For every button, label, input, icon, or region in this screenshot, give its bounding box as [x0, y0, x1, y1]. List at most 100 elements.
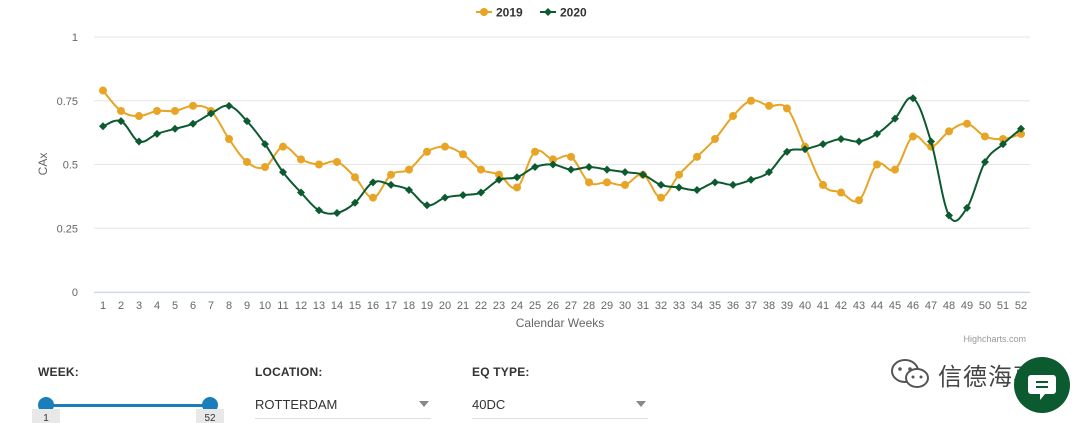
data-point — [693, 186, 701, 194]
x-tick-label: 50 — [979, 300, 991, 312]
grid-lines — [94, 36, 1030, 293]
data-point — [531, 163, 539, 172]
x-tick-label: 2 — [118, 300, 124, 312]
data-point — [963, 203, 971, 212]
data-point — [441, 142, 449, 151]
x-tick-label: 10 — [259, 300, 271, 312]
week-range-slider-track[interactable] — [46, 404, 210, 407]
data-point — [531, 147, 539, 156]
x-tick-label: 47 — [925, 300, 937, 312]
x-tick-label: 46 — [907, 300, 919, 312]
data-point — [675, 183, 683, 192]
chevron-down-icon — [419, 401, 429, 407]
data-point — [441, 193, 449, 202]
data-point — [1017, 124, 1025, 133]
x-tick-label: 14 — [331, 300, 343, 312]
data-point — [261, 140, 269, 149]
series-2019 — [99, 86, 1025, 205]
data-point — [387, 170, 395, 179]
data-point — [333, 157, 341, 166]
data-point — [135, 112, 143, 121]
legend-marker — [544, 8, 552, 16]
x-tick-label: 38 — [763, 300, 775, 312]
data-point — [459, 150, 467, 159]
week-max-value: 52 — [196, 409, 224, 423]
data-point — [999, 140, 1007, 149]
x-tick-label: 48 — [943, 300, 955, 312]
chat-button[interactable] — [1014, 357, 1070, 413]
data-point — [405, 186, 413, 194]
x-tick-label: 15 — [349, 300, 361, 312]
data-point — [153, 106, 161, 115]
x-tick-label: 7 — [208, 300, 214, 312]
data-point — [423, 147, 431, 156]
data-point — [117, 106, 125, 115]
x-tick-label: 1 — [100, 300, 106, 312]
data-point — [513, 183, 521, 192]
x-tick-label: 52 — [1015, 300, 1027, 312]
data-point — [603, 178, 611, 187]
data-point — [549, 155, 557, 164]
location-select-value: ROTTERDAM — [255, 397, 338, 412]
x-tick-label: 28 — [583, 300, 595, 312]
x-tick-label: 20 — [439, 300, 451, 312]
series-line-2020 — [102, 96, 1022, 222]
x-tick-label: 33 — [673, 300, 685, 312]
data-point — [99, 86, 107, 95]
legend-label: 2019 — [496, 6, 523, 20]
x-tick-label: 18 — [403, 300, 415, 312]
data-point — [117, 117, 125, 126]
data-point — [657, 180, 665, 189]
eq-type-select[interactable]: 40DC — [472, 392, 648, 419]
data-point — [225, 135, 233, 143]
x-tick-label: 41 — [817, 300, 829, 312]
data-point — [819, 140, 827, 149]
x-tick-label: 29 — [601, 300, 613, 312]
data-point — [981, 157, 989, 166]
data-point — [873, 160, 881, 169]
x-tick-label: 43 — [853, 300, 865, 312]
data-point — [513, 173, 521, 182]
y-tick-label: 0.75 — [57, 96, 78, 108]
week-min-value: 1 — [32, 409, 60, 423]
data-point — [243, 157, 251, 166]
data-point — [171, 106, 179, 115]
chevron-down-icon — [636, 401, 646, 407]
data-point — [891, 165, 899, 174]
data-point — [153, 129, 161, 138]
data-point — [567, 165, 575, 174]
x-tick-label: 26 — [547, 300, 559, 312]
eq-type-select-value: 40DC — [472, 397, 506, 412]
data-point — [279, 142, 287, 151]
x-tick-label: 24 — [511, 300, 523, 312]
x-tick-label: 39 — [781, 300, 793, 312]
data-point — [1017, 129, 1025, 138]
chart-series — [99, 86, 1025, 222]
x-axis-ticks: 1 2 3 4 5 6 7 8 9 10 11 12 13 14 15 16 17 18 19 20 21 22 23 24 2… — [94, 292, 1030, 312]
x-tick-label: 27 — [565, 300, 577, 312]
data-point — [945, 127, 953, 136]
x-tick-label: 45 — [889, 300, 901, 312]
x-tick-label: 49 — [961, 300, 973, 312]
data-point — [981, 132, 989, 141]
data-point — [477, 165, 485, 174]
data-point — [747, 96, 755, 105]
data-point — [495, 170, 503, 179]
data-point — [801, 145, 809, 154]
data-point — [135, 137, 143, 146]
data-point — [621, 168, 629, 177]
data-point — [207, 109, 215, 118]
series-line-2019 — [102, 89, 1022, 203]
data-point — [387, 180, 395, 189]
chart-credits[interactable]: Highcharts.com — [963, 334, 1026, 344]
x-tick-label: 30 — [619, 300, 631, 312]
x-tick-label: 3 — [136, 300, 142, 312]
x-tick-label: 11 — [277, 300, 288, 312]
location-select[interactable]: ROTTERDAM — [255, 392, 431, 419]
x-tick-label: 42 — [835, 300, 847, 312]
data-point — [423, 201, 431, 210]
data-point — [585, 178, 593, 187]
data-point — [927, 137, 935, 146]
data-point — [711, 135, 719, 143]
data-point — [297, 188, 305, 197]
